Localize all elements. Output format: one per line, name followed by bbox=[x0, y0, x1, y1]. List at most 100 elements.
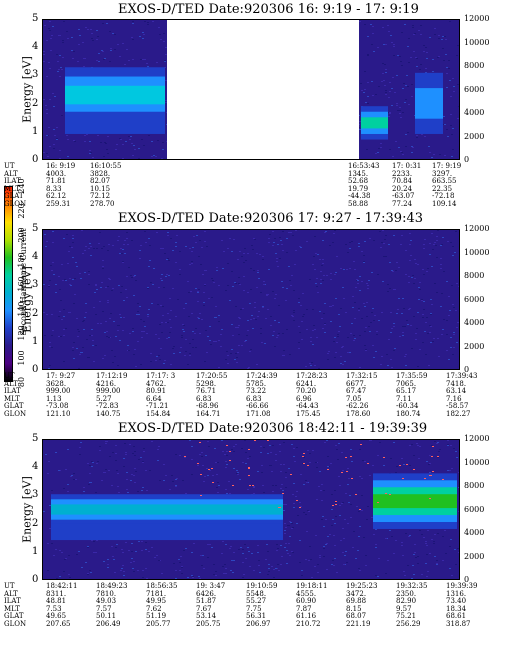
spectrogram-cell bbox=[316, 278, 318, 279]
spectrogram-cell bbox=[369, 238, 371, 239]
spectrogram-cell bbox=[189, 440, 191, 441]
temperature-point bbox=[211, 468, 213, 469]
spectrogram-cell bbox=[396, 75, 398, 76]
spectrogram-cell bbox=[249, 303, 251, 304]
spectrogram-cell bbox=[63, 329, 65, 330]
spectrogram-cell bbox=[438, 451, 440, 452]
spectrogram-cell bbox=[431, 266, 433, 267]
spectrogram-cell bbox=[286, 252, 288, 253]
spectrogram-cell bbox=[195, 347, 197, 348]
spectrogram-cell bbox=[328, 351, 330, 352]
table-row-label: ILAT bbox=[4, 597, 21, 605]
spectrogram-cell bbox=[381, 81, 383, 82]
spectrogram-cell bbox=[298, 342, 300, 343]
spectrogram-cell bbox=[365, 350, 367, 351]
spectrogram-cell bbox=[69, 278, 71, 279]
spectrogram-cell bbox=[271, 566, 273, 567]
spectrogram-cell bbox=[231, 271, 233, 272]
table-cell: 205.75 bbox=[196, 619, 221, 628]
table-cell: 206.97 bbox=[246, 619, 271, 628]
spectrogram-cell bbox=[160, 305, 162, 306]
spectrogram-cell bbox=[359, 290, 361, 291]
temperature-point bbox=[335, 504, 337, 505]
spectrogram-cell bbox=[446, 129, 448, 130]
spectrogram-cell bbox=[66, 234, 68, 235]
energy-tick-label: 1 bbox=[32, 335, 39, 347]
spectrogram-cell bbox=[401, 152, 403, 153]
spectrogram-cell bbox=[429, 553, 431, 554]
spectrogram-cell bbox=[231, 449, 233, 450]
spectrogram-cell bbox=[167, 313, 169, 314]
spectrogram-cell bbox=[48, 461, 50, 462]
spectrogram-cell bbox=[159, 480, 161, 481]
spectrogram-cell bbox=[330, 463, 332, 464]
spectrogram-cell bbox=[50, 38, 52, 39]
spectrogram-cell bbox=[400, 61, 402, 62]
spectrogram-cell bbox=[181, 566, 183, 567]
spectrogram-cell bbox=[60, 67, 62, 68]
spectrogram-cell bbox=[134, 455, 136, 456]
spectrogram-cell bbox=[80, 278, 82, 279]
temperature-tick-label: 12000 bbox=[464, 224, 490, 233]
spectrogram-cell bbox=[193, 236, 195, 237]
spectrogram-cell bbox=[99, 446, 101, 447]
spectrogram-cell bbox=[62, 42, 64, 43]
spectrogram-cell bbox=[122, 552, 124, 553]
spectrogram-cell bbox=[102, 311, 104, 312]
spectrogram-cell bbox=[359, 21, 361, 22]
spectrogram-cell bbox=[409, 244, 411, 245]
spectrogram-cell bbox=[109, 61, 111, 62]
spectrogram-cell bbox=[238, 345, 240, 346]
spectrogram-cell bbox=[450, 347, 452, 348]
spectrogram-cell bbox=[385, 69, 387, 70]
spectrogram-cell bbox=[80, 352, 82, 353]
spectrogram-cell bbox=[324, 324, 326, 325]
spectrogram-cell bbox=[413, 554, 415, 555]
spectrogram-cell bbox=[62, 57, 64, 58]
spectrogram-cell bbox=[298, 298, 300, 299]
spectrogram-cell bbox=[296, 491, 298, 492]
spectrogram-cell bbox=[338, 443, 340, 444]
spectrogram-cell bbox=[204, 361, 206, 362]
spectrogram-cell bbox=[152, 284, 154, 285]
spectrogram-cell bbox=[312, 264, 314, 265]
spectrogram-cell bbox=[133, 561, 135, 562]
spectrogram-cell bbox=[410, 240, 412, 241]
spectrogram-cell bbox=[87, 29, 89, 30]
spectrogram-cell bbox=[69, 577, 71, 578]
spectrogram-cell bbox=[96, 289, 98, 290]
spectrogram-cell bbox=[367, 54, 369, 55]
temperature-point bbox=[199, 442, 201, 443]
temperature-point bbox=[360, 444, 362, 445]
spectrogram-cell bbox=[251, 315, 253, 316]
spectrogram-cell bbox=[150, 361, 152, 362]
spectrogram-cell bbox=[101, 248, 103, 249]
spectrogram-cell bbox=[180, 556, 182, 557]
spectrogram-background bbox=[43, 230, 459, 369]
spectrogram-cell bbox=[72, 58, 74, 59]
spectrogram-cell bbox=[189, 343, 191, 344]
temperature-tick-label: 4000 bbox=[464, 318, 485, 327]
spectrogram-cell bbox=[50, 265, 52, 266]
spectrogram-cell bbox=[260, 446, 262, 447]
spectrogram-cell bbox=[275, 485, 277, 486]
spectrogram-cell bbox=[243, 276, 245, 277]
spectrogram-cell bbox=[410, 255, 412, 256]
spectrogram-cell bbox=[126, 297, 128, 298]
table-cell: 4003. bbox=[46, 169, 67, 178]
spectrogram-cell bbox=[441, 244, 443, 245]
spectrogram-cell bbox=[55, 549, 57, 550]
spectrogram-cell bbox=[441, 334, 443, 335]
table-cell: 182.27 bbox=[446, 409, 471, 418]
spectrogram-cell bbox=[157, 449, 159, 450]
spectrogram-cell bbox=[238, 317, 240, 318]
temperature-tick-label: 10000 bbox=[464, 457, 490, 467]
spectrogram-cell bbox=[317, 572, 319, 573]
energy-tick-label: 3 bbox=[32, 69, 39, 81]
spectrogram-cell bbox=[182, 480, 184, 481]
spectrogram-cell bbox=[95, 285, 97, 286]
table-cell: 7418. bbox=[446, 379, 467, 388]
spectrogram-cell bbox=[142, 32, 144, 33]
spectrogram-cell bbox=[132, 39, 134, 40]
spectrogram-cell bbox=[331, 525, 333, 526]
